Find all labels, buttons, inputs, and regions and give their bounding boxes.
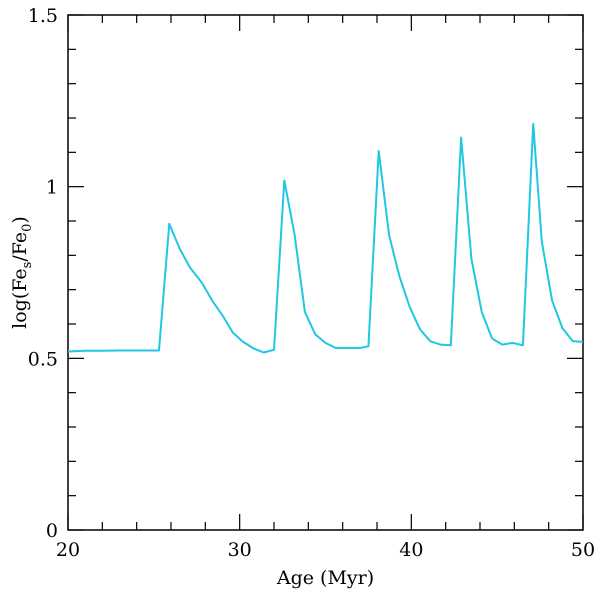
y-tick-label: 1.5 [28,5,58,27]
y-axis-title-mid: /Fe [9,232,31,262]
y-axis-title-prefix: log(Fe [9,268,31,328]
series-group [67,122,584,354]
series-line [67,122,584,354]
plot-frame [67,14,584,531]
axis-ticks [67,14,584,531]
y-axis-title: log(Fes/Fe0) [9,216,35,329]
y-axis-title-sub2: 0 [20,224,35,232]
y-axis-title-suffix: ) [9,216,31,223]
y-axis-title-sub1: s [20,262,35,269]
x-tick-label: 40 [399,539,423,561]
x-axis-title: Age (Myr) [276,567,374,589]
y-tick-label: 1 [46,177,58,199]
y-tick-label: 0.5 [28,348,58,370]
y-tick-label: 0 [46,520,58,542]
x-tick-label: 30 [228,539,252,561]
x-tick-label: 20 [56,539,80,561]
tick-labels: 20 30 40 50 0 0.5 1 1.5 [28,5,595,561]
x-tick-label: 50 [571,539,595,561]
